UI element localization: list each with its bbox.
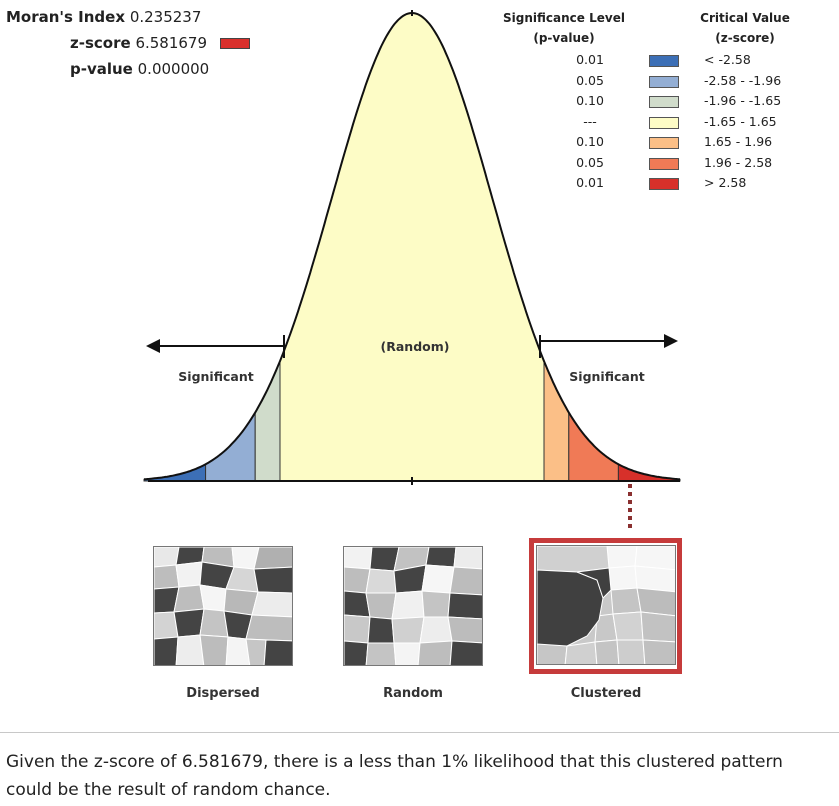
critical-value-header: Critical Value (z-score)	[690, 8, 800, 48]
conclusion-line-2: could be the result of random chance.	[6, 780, 331, 800]
significance-level-title: Significance Level	[503, 11, 625, 25]
legend-p-value: 0.10	[576, 134, 604, 149]
critical-value-title: Critical Value	[700, 11, 790, 25]
z-score-color-swatch	[219, 38, 250, 49]
legend-z-range: 1.65 - 1.96	[704, 134, 773, 149]
dispersed-label: Dispersed	[186, 686, 260, 701]
curve-region	[543, 360, 570, 482]
dispersed-map-polygons	[154, 547, 292, 665]
legend-z-range: -1.65 - 1.65	[704, 113, 777, 129]
significant-right-label: Significant	[569, 369, 644, 384]
legend-z-range: -1.96 - -1.65	[704, 93, 782, 108]
normal-distribution-curve: (Random) Significant Significant	[143, 10, 681, 530]
significance-level-header: Significance Level (p-value)	[474, 8, 654, 48]
legend-p-value: 0.05	[576, 154, 604, 170]
legend-swatch	[649, 116, 679, 129]
curve-region	[254, 360, 281, 482]
moran-index-row: Moran's Index 0.235237	[6, 8, 250, 34]
p-value-row: p-value 0.000000	[6, 60, 250, 86]
legend-z-range: -2.58 - -1.96	[704, 72, 782, 88]
legend-swatch	[649, 75, 679, 88]
moran-index-label: Moran's Index	[6, 8, 126, 26]
conclusion-line-1: Given the z-score of 6.581679, there is …	[6, 752, 783, 772]
significant-left-label: Significant	[178, 369, 253, 384]
clustered-label: Clustered	[570, 686, 642, 701]
z-score-value: 6.581679	[135, 34, 208, 52]
random-map-polygons	[344, 547, 482, 665]
curve-regions	[143, 12, 681, 482]
legend-p-value: 0.01	[576, 52, 604, 67]
right-arrowhead-icon	[664, 334, 678, 348]
moran-index-value: 0.235237	[129, 8, 202, 26]
z-score-label: z-score	[70, 34, 131, 52]
conclusion-text: Given the z-score of 6.581679, there is …	[6, 748, 826, 804]
legend-z-range: < -2.58	[704, 52, 751, 67]
z-score-row: z-score 6.581679	[6, 34, 250, 60]
statistics-panel: Moran's Index 0.235237 z-score 6.581679 …	[6, 8, 250, 86]
divider	[0, 732, 839, 733]
legend-p-value: 0.05	[576, 72, 604, 88]
curve-region	[279, 12, 545, 482]
p-value-label: p-value	[70, 60, 133, 78]
legend-swatch	[649, 137, 679, 149]
legend-p-value: 0.10	[576, 93, 604, 108]
left-arrowhead-icon	[146, 339, 160, 353]
random-map-label: Random	[383, 686, 443, 701]
dispersed-map	[153, 546, 293, 666]
clustered-map-highlight-frame	[529, 538, 682, 674]
clustered-map-polygons	[537, 546, 675, 664]
legend-z-range: > 2.58	[704, 175, 747, 190]
legend-swatch	[649, 178, 679, 190]
p-value-value: 0.000000	[137, 60, 210, 78]
random-label: (Random)	[381, 339, 450, 354]
legend-swatch	[649, 55, 679, 67]
clustered-map	[536, 545, 676, 665]
random-map	[343, 546, 483, 666]
legend-swatch	[649, 157, 679, 170]
legend-swatch	[649, 96, 679, 108]
legend-p-value: ---	[583, 113, 597, 129]
legend-p-value: 0.01	[576, 175, 604, 190]
critical-value-subtitle: (z-score)	[715, 31, 775, 45]
significance-level-subtitle: (p-value)	[533, 31, 595, 45]
legend-z-range: 1.96 - 2.58	[704, 154, 773, 170]
